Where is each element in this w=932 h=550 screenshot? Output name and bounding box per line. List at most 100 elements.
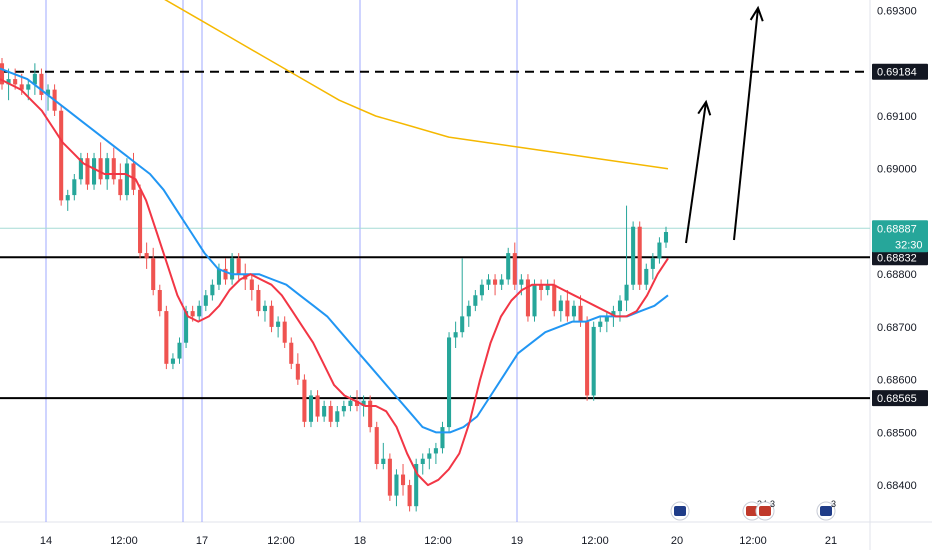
candle-body <box>473 295 478 306</box>
candle-body <box>657 242 662 259</box>
price-tick-label: 0.68500 <box>877 427 917 439</box>
candle-body <box>368 400 373 428</box>
price-tick-label: 0.68800 <box>877 269 917 281</box>
candle-body <box>328 406 333 422</box>
candle-body <box>151 258 156 290</box>
candle-body <box>203 295 208 306</box>
candle-body <box>216 268 221 285</box>
candle-body <box>453 332 458 338</box>
candle-body <box>532 284 537 317</box>
candle-body <box>525 279 530 317</box>
candle-body <box>591 326 596 396</box>
candle-body <box>387 458 392 496</box>
time-tick-label: 17 <box>196 535 208 547</box>
price-tick-label: 0.68400 <box>877 480 917 492</box>
candle-body <box>131 163 136 190</box>
candle-body <box>26 84 31 90</box>
time-tick-label: 21 <box>825 535 837 547</box>
candle-body <box>460 316 465 333</box>
candle-body <box>256 290 261 312</box>
candle-body <box>348 400 353 406</box>
candle-body <box>558 300 563 312</box>
flag-icon <box>674 506 686 516</box>
candle-body <box>486 279 491 285</box>
candle-body <box>0 63 5 85</box>
candle-body <box>32 73 37 85</box>
ema-fast-line <box>0 78 669 487</box>
candle-body <box>276 321 281 327</box>
flag-icon <box>759 506 771 516</box>
candle-body <box>223 268 228 280</box>
candle-body <box>571 305 576 317</box>
candle-body <box>440 427 445 449</box>
time-tick-label: 12:00 <box>424 535 452 547</box>
price-tick-label: 0.68600 <box>877 375 917 387</box>
candle-body <box>447 337 452 428</box>
candle-body <box>230 258 235 280</box>
up-arrow-head <box>697 99 712 116</box>
candle-body <box>144 253 149 259</box>
level-price-badge: 0.68565 <box>877 393 917 405</box>
candle-body <box>433 448 438 454</box>
candle-body <box>269 305 274 327</box>
candle-body <box>39 73 44 95</box>
candle-body <box>400 474 406 486</box>
candle-body <box>631 226 636 285</box>
candle-body <box>322 406 327 417</box>
candle-body <box>427 453 432 459</box>
candle-body <box>644 268 649 285</box>
level-price-badge-bg <box>872 390 928 407</box>
candle-body <box>539 284 544 290</box>
candle-body <box>374 427 379 464</box>
candle-body <box>170 358 175 364</box>
candles <box>0 58 669 512</box>
candle-body <box>552 284 557 312</box>
ema-slow-line <box>0 67 669 434</box>
candle-body <box>118 179 123 196</box>
time-tick-label: 20 <box>671 535 683 547</box>
price-tick-label: 0.69100 <box>877 111 917 123</box>
level-price-badge: 0.68832 <box>877 252 917 264</box>
time-tick-label: 19 <box>511 535 523 547</box>
candle-body <box>414 464 419 507</box>
candle-body <box>624 284 629 301</box>
candle-body <box>506 253 511 280</box>
candle-body <box>308 395 314 422</box>
event-count-label: 3 <box>831 499 836 509</box>
candle-body <box>282 321 287 343</box>
time-tick-label: 14 <box>40 535 52 547</box>
up-arrow <box>685 101 707 244</box>
level-price-badge-bg <box>872 63 928 80</box>
candle-body <box>499 279 504 285</box>
price-tick-label: 0.68700 <box>877 322 917 334</box>
candle-body <box>92 158 97 185</box>
candle-body <box>354 400 360 406</box>
level-price-badge: 0.69184 <box>877 67 917 79</box>
candle-body <box>262 305 268 312</box>
event-count-label: 3 <box>770 499 775 509</box>
candle-body <box>394 474 399 496</box>
candle-body <box>289 342 294 364</box>
time-tick-label: 12:00 <box>267 535 295 547</box>
time-tick-label: 12:00 <box>581 535 609 547</box>
candle-body <box>604 316 609 322</box>
candle-body <box>197 305 202 317</box>
candle-body <box>479 284 484 296</box>
candle-body <box>341 406 346 412</box>
bar-countdown: 32:30 <box>895 239 923 251</box>
candle-body <box>13 79 18 85</box>
up-arrow-head <box>749 5 764 22</box>
candle-body <box>585 321 590 396</box>
candle-body <box>578 305 583 322</box>
candle-body <box>184 311 189 343</box>
candle-body <box>512 253 517 285</box>
candle-body <box>190 311 195 317</box>
last-price-value: 0.68887 <box>877 223 917 235</box>
candle-body <box>236 258 241 275</box>
candle-body <box>6 79 11 85</box>
sma-long-line <box>164 0 669 170</box>
candle-body <box>335 411 340 422</box>
candle-body <box>138 189 143 254</box>
